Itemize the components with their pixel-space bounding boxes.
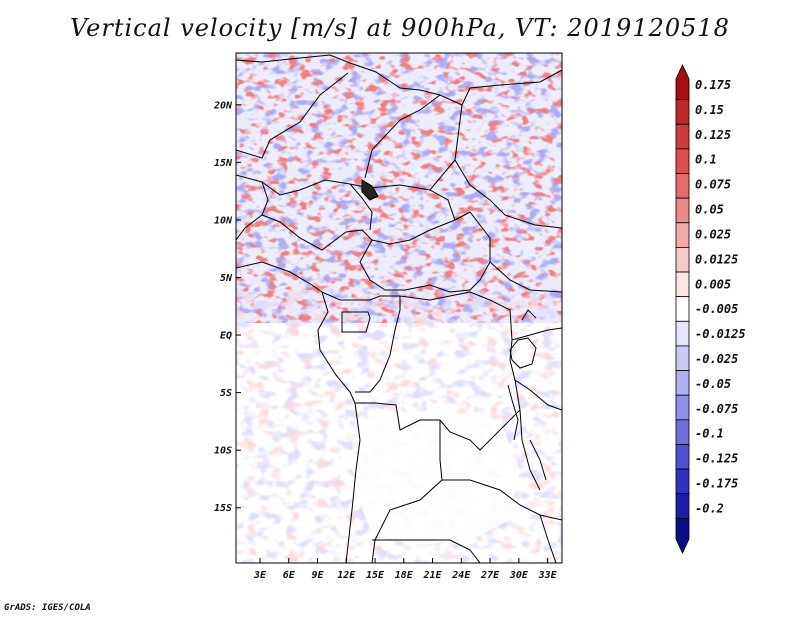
lon-tick-label: 27E bbox=[480, 570, 500, 581]
colorbar-swatch bbox=[675, 222, 690, 248]
colorbar-swatch bbox=[675, 271, 690, 298]
lat-tick-label: 5N bbox=[220, 273, 233, 284]
colorbar: 0.175 0.15 0.125 0.1 0.075 0.05 0.025 0.0125 0.0… bbox=[675, 64, 746, 554]
border-segment bbox=[511, 327, 562, 341]
lat-tick-label: 10S bbox=[214, 446, 232, 457]
northern-red-cells bbox=[236, 53, 562, 323]
colorbar-swatch bbox=[675, 173, 690, 199]
lat-tick-label: 15N bbox=[214, 158, 233, 169]
colorbar-swatch bbox=[675, 99, 690, 125]
border-segment bbox=[359, 189, 491, 293]
lake-chad bbox=[361, 179, 379, 201]
colorbar-swatch bbox=[675, 247, 690, 273]
border-segment bbox=[236, 72, 349, 159]
lon-tick-label: 6E bbox=[283, 570, 296, 581]
colorbar-swatch bbox=[675, 444, 690, 470]
lon-tick-label: 15E bbox=[366, 570, 385, 581]
colorbar-swatch bbox=[675, 517, 690, 554]
lat-tick-label: 5S bbox=[220, 388, 232, 399]
coastline-west bbox=[236, 261, 356, 404]
border-segment bbox=[349, 183, 373, 231]
colorbar-label: 0.005 bbox=[695, 277, 731, 291]
lat-tick-label: 20N bbox=[213, 100, 233, 111]
map-frame bbox=[235, 52, 563, 564]
colorbar-swatch bbox=[675, 64, 690, 101]
border-segment bbox=[372, 539, 481, 563]
colorbar-label: 0.05 bbox=[695, 203, 724, 217]
colorbar-label: -0.075 bbox=[695, 402, 738, 416]
border-segment bbox=[341, 311, 371, 333]
colorbar-swatch bbox=[675, 148, 690, 174]
colorbar-swatch bbox=[675, 493, 690, 519]
colorbar-label: -0.05 bbox=[695, 377, 731, 391]
political-borders bbox=[236, 54, 562, 563]
calm-plateau-region bbox=[355, 410, 520, 545]
colorbar-label: 0.025 bbox=[695, 228, 731, 242]
colorbar-label: -0.025 bbox=[695, 352, 738, 366]
lake-tanganyika bbox=[507, 384, 519, 441]
colorbar-label: 0.075 bbox=[695, 178, 731, 192]
lat-tick-label: EQ bbox=[220, 331, 232, 342]
border-segment bbox=[236, 211, 471, 251]
vertical-velocity-field bbox=[236, 53, 562, 563]
colorbar-label: 0.1 bbox=[695, 153, 717, 167]
colorbar-label: -0.175 bbox=[695, 477, 738, 491]
border-segment bbox=[364, 94, 441, 179]
colorbar-label: 0.0125 bbox=[695, 252, 738, 266]
latitude-axis: 20N 15N 10N 5N EQ 5S 10S 15S bbox=[213, 100, 241, 514]
lon-tick-label: 21E bbox=[423, 570, 443, 581]
colorbar-swatch bbox=[675, 394, 690, 421]
lake-segment bbox=[521, 309, 537, 321]
lon-tick-label: 9E bbox=[311, 570, 324, 581]
border-segment bbox=[321, 291, 401, 393]
colorbar-label: 0.15 bbox=[695, 103, 724, 117]
grads-credit: GrADS: IGES/COLA bbox=[4, 603, 91, 613]
border-segment bbox=[454, 159, 562, 229]
border-segment bbox=[519, 409, 541, 491]
colorbar-swatch bbox=[675, 197, 690, 224]
border-segment bbox=[261, 181, 269, 216]
border-segment bbox=[514, 379, 562, 411]
lon-tick-label: 24E bbox=[451, 570, 471, 581]
colorbar-label: -0.1 bbox=[695, 427, 724, 441]
lon-tick-label: 18E bbox=[395, 570, 414, 581]
colorbar-swatch bbox=[675, 320, 690, 347]
colorbar-swatch bbox=[675, 345, 690, 371]
longitude-axis: 3E 6E 9E 12E 15E 18E 21E 24E 27E 30E 33E bbox=[253, 558, 558, 581]
lat-tick-label: 15S bbox=[214, 503, 232, 514]
lake-victoria bbox=[509, 337, 537, 369]
border-segment bbox=[539, 514, 557, 563]
colorbar-label: -0.2 bbox=[695, 501, 724, 515]
colorbar-label: 0.175 bbox=[695, 78, 731, 92]
lon-tick-label: 30E bbox=[509, 570, 529, 581]
border-segment bbox=[236, 54, 562, 106]
lake-malawi bbox=[529, 439, 547, 481]
border-segment bbox=[489, 261, 562, 293]
colorbar-swatch bbox=[675, 296, 690, 322]
colorbar-label: 0.125 bbox=[695, 128, 731, 142]
colorbar-swatch bbox=[675, 468, 690, 495]
colorbar-label: -0.125 bbox=[695, 452, 738, 466]
colorbar-swatch bbox=[675, 370, 690, 396]
plot-title: Vertical velocity [m/s] at 900hPa, VT: 2… bbox=[70, 14, 730, 42]
coastline-angola bbox=[345, 402, 361, 563]
colorbar-label: -0.0125 bbox=[695, 327, 746, 341]
colorbar-label: -0.005 bbox=[695, 302, 738, 316]
border-segment bbox=[442, 479, 562, 521]
border-segment bbox=[355, 291, 521, 451]
colorbar-swatch bbox=[675, 123, 690, 150]
lat-tick-label: 10N bbox=[214, 215, 233, 226]
lon-tick-label: 12E bbox=[337, 570, 356, 581]
colorbar-swatch bbox=[675, 419, 690, 445]
lon-tick-label: 33E bbox=[538, 570, 558, 581]
lon-tick-label: 3E bbox=[253, 570, 267, 581]
